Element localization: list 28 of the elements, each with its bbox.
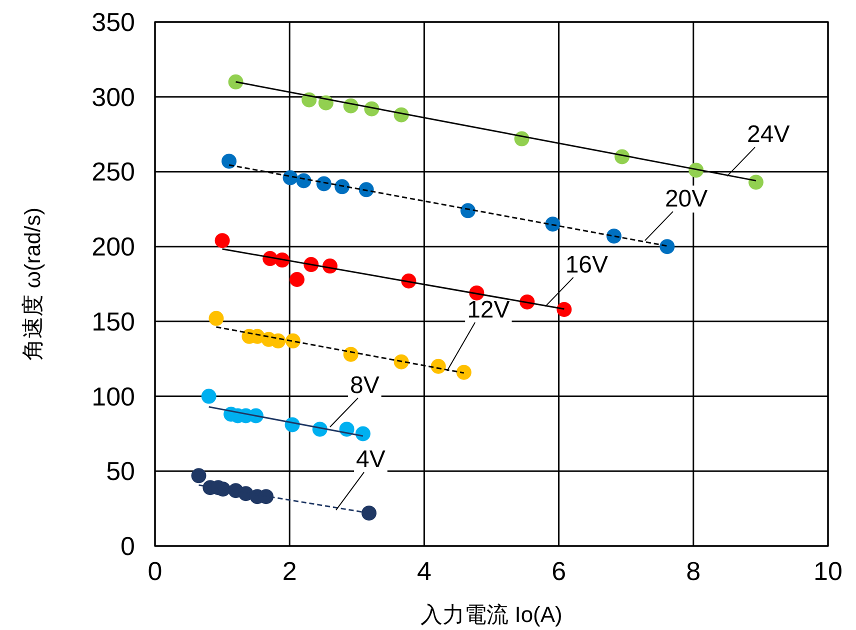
annotation: 24V xyxy=(747,121,790,148)
annotation: 16V xyxy=(565,251,608,278)
y-tick-label: 50 xyxy=(106,456,135,486)
x-tick-label: 10 xyxy=(814,556,842,586)
x-axis-title: 入力電流 Io(A) xyxy=(420,602,562,627)
annotation: 8V xyxy=(329,372,380,428)
y-tick-label: 300 xyxy=(92,82,135,112)
y-tick-label: 0 xyxy=(120,531,135,561)
x-tick-label: 6 xyxy=(552,556,566,586)
annotation: 4V xyxy=(356,446,386,474)
annotation: 20V xyxy=(644,186,708,242)
y-tick-label: 150 xyxy=(92,306,135,336)
annotation: 8V xyxy=(350,372,380,399)
x-tick-label: 2 xyxy=(282,556,297,586)
y-axis-title: 角速度 ω(rad/s) xyxy=(20,208,45,360)
x-tick-label: 0 xyxy=(148,556,162,586)
annotation: 16V xyxy=(544,251,608,307)
annotation: 20V xyxy=(664,186,708,213)
y-tick-label: 100 xyxy=(92,381,135,412)
x-tick-label: 4 xyxy=(416,556,432,586)
annotation: 4V xyxy=(336,446,386,511)
y-tick-label: 250 xyxy=(92,156,135,187)
annotation: 12V xyxy=(446,296,510,372)
y-tick-label: 200 xyxy=(92,232,135,262)
annotation: 12V xyxy=(467,296,510,324)
annotation: 24V xyxy=(726,121,790,177)
y-tick-label: 350 xyxy=(92,7,135,37)
x-tick-label: 8 xyxy=(686,556,701,586)
